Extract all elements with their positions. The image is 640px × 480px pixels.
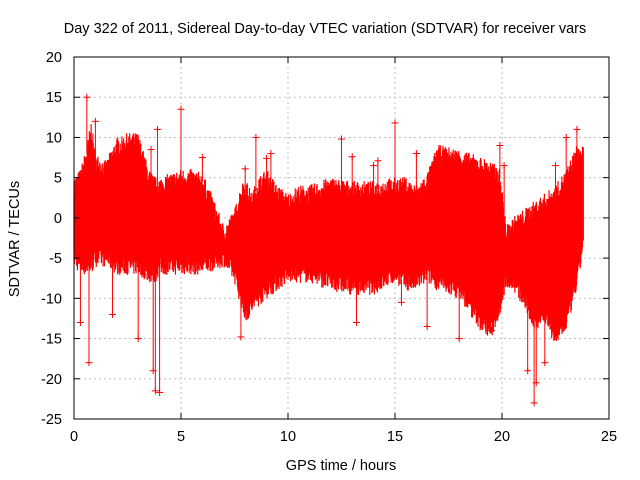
- data-point: [487, 327, 495, 335]
- data-point: [562, 133, 570, 178]
- data-point: [252, 133, 260, 192]
- data-point: [412, 150, 420, 194]
- x-tick-label: 0: [70, 429, 78, 445]
- data-point: [530, 322, 538, 407]
- data-point: [134, 266, 142, 343]
- data-point: [374, 157, 382, 189]
- data-point: [267, 150, 275, 185]
- data-point: [370, 162, 378, 190]
- data-point: [352, 286, 360, 326]
- data-point: [237, 298, 245, 341]
- data-point: [151, 274, 159, 395]
- data-point: [177, 105, 185, 178]
- data-point: [552, 162, 559, 194]
- axis-ticks: 0 5 10 15 20 25 -25 -20 -15 -10 -5 0 5 10 15 20: [41, 50, 617, 445]
- y-tick-label: 15: [46, 90, 62, 106]
- x-tick-label: 15: [387, 429, 403, 445]
- x-tick-label: 25: [601, 429, 617, 445]
- data-point: [109, 262, 117, 318]
- data-point: [263, 154, 271, 178]
- y-tick-label: 20: [46, 50, 62, 66]
- plot-border: [73, 56, 610, 420]
- data-point: [524, 307, 532, 375]
- y-axis-label: SDTVAR / TECUs: [7, 181, 23, 297]
- y-tick-label: -10: [41, 291, 62, 307]
- data-point: [573, 125, 581, 154]
- data-point: [455, 290, 463, 343]
- x-tick-label: 10: [280, 429, 296, 445]
- data-point: [156, 266, 164, 396]
- data-point: [391, 119, 399, 186]
- y-tick-label: 5: [54, 171, 62, 187]
- data-point: [147, 146, 155, 181]
- y-tick-label: -5: [49, 251, 62, 267]
- x-axis-label: GPS time / hours: [286, 458, 396, 474]
- y-tick-label: -25: [41, 412, 62, 428]
- data-point: [423, 274, 431, 330]
- data-point: [91, 117, 99, 162]
- y-tick-label: -20: [41, 372, 62, 388]
- plot-frame: [73, 56, 610, 420]
- data-point: [85, 266, 93, 367]
- data-point: [83, 93, 91, 154]
- data-point: [397, 279, 405, 306]
- data-series-sdtvar: [73, 93, 584, 407]
- data-point: [434, 150, 442, 158]
- chart-title: Day 322 of 2011, Sidereal Day-to-day VTE…: [64, 21, 586, 37]
- y-tick-label: -15: [41, 332, 62, 348]
- data-point: [338, 135, 345, 188]
- x-tick-label: 20: [494, 429, 510, 445]
- data-point: [198, 154, 206, 182]
- y-tick-label: 0: [54, 211, 62, 227]
- data-point: [532, 320, 540, 387]
- y-tick-label: 10: [46, 130, 62, 146]
- data-point: [496, 141, 504, 178]
- data-point: [500, 162, 508, 216]
- data-point: [348, 153, 356, 190]
- data-point: [153, 125, 161, 186]
- data-point: [76, 266, 84, 326]
- data-point: [241, 165, 249, 186]
- x-tick-label: 5: [177, 429, 185, 445]
- data-point: [541, 314, 549, 367]
